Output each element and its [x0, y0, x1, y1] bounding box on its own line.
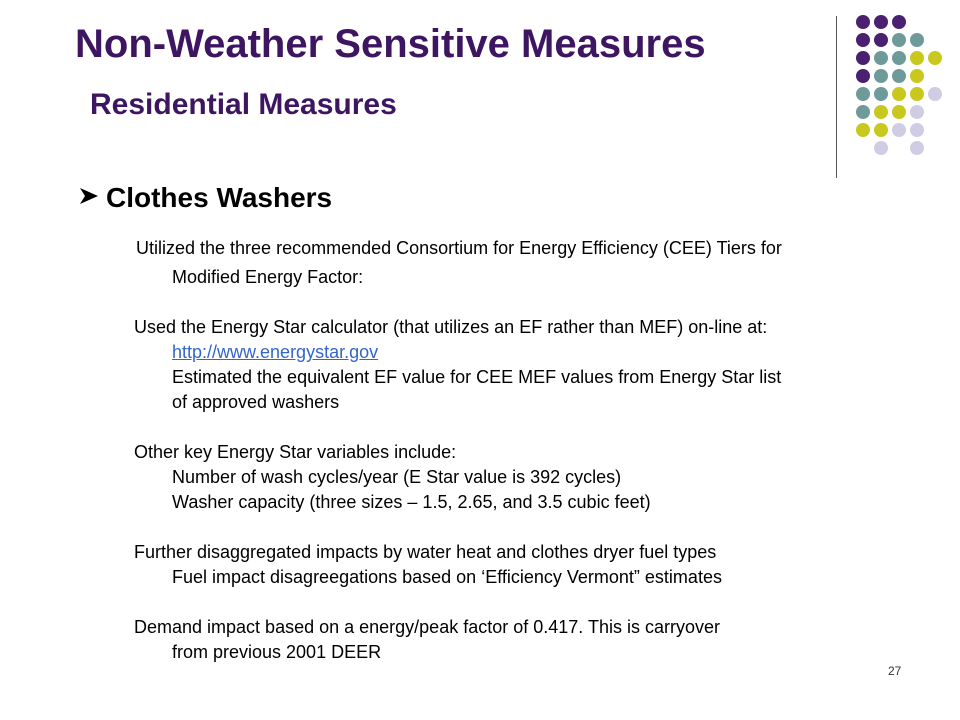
decorative-dot	[928, 87, 942, 101]
body-line: Demand impact based on a energy/peak fac…	[134, 615, 914, 640]
spacer	[134, 590, 914, 615]
decorative-dot	[910, 51, 924, 65]
body-text: Utilized the three recommended Consortiu…	[136, 238, 782, 258]
decorative-dot	[892, 105, 906, 119]
decorative-dot	[856, 87, 870, 101]
body-text: Further disaggregated impacts by water h…	[134, 542, 717, 562]
body-line: Estimated the equivalent EF value for CE…	[134, 365, 914, 390]
decorative-dot	[856, 15, 870, 29]
body-text: from previous 2001 DEER	[172, 642, 382, 662]
section-heading: Clothes Washers	[78, 182, 332, 214]
slide-title: Non-Weather Sensitive Measures	[75, 22, 706, 66]
body-text: Used the Energy Star calculator (that ut…	[134, 317, 768, 337]
body-text: Other key Energy Star variables include:	[134, 442, 457, 462]
body-line: of approved washers	[134, 390, 914, 415]
decorative-dot	[892, 69, 906, 83]
decorative-dot	[856, 33, 870, 47]
body-line: Modified Energy Factor:	[134, 265, 914, 290]
body-line: from previous 2001 DEER	[134, 640, 914, 665]
body-line: Further disaggregated impacts by water h…	[134, 540, 914, 565]
body-line: Other key Energy Star variables include:	[134, 440, 914, 465]
decorative-dot	[910, 87, 924, 101]
decorative-dot	[892, 87, 906, 101]
body-text: of approved washers	[172, 392, 340, 412]
decorative-dot	[856, 123, 870, 137]
arrow-bullet-icon	[78, 182, 100, 214]
decorative-dot	[910, 123, 924, 137]
decorative-dot	[892, 15, 906, 29]
body-line: Utilized the three recommended Consortiu…	[136, 236, 914, 261]
body-line: http://www.energystar.gov	[134, 340, 914, 365]
decorative-dot	[874, 87, 888, 101]
decorative-dot	[928, 51, 942, 65]
body-text: Demand impact based on a energy/peak fac…	[134, 617, 720, 637]
page-number: 27	[888, 664, 902, 678]
spacer	[134, 515, 914, 540]
body-text: Modified Energy Factor:	[172, 267, 364, 287]
decorative-dot	[910, 33, 924, 47]
decorative-dot	[910, 141, 924, 155]
decorative-dot	[874, 141, 888, 155]
spacer	[134, 415, 914, 440]
spacer	[134, 290, 914, 315]
body-text: Washer capacity (three sizes – 1.5, 2.65…	[172, 492, 651, 512]
title-divider	[836, 16, 837, 178]
decorative-dot	[874, 15, 888, 29]
decorative-dot	[892, 123, 906, 137]
body-line: Number of wash cycles/year (E Star value…	[134, 465, 914, 490]
decorative-dot	[874, 69, 888, 83]
decorative-dot	[910, 105, 924, 119]
decorative-dot	[874, 33, 888, 47]
decorative-dot	[892, 33, 906, 47]
body-line: Used the Energy Star calculator (that ut…	[134, 315, 914, 340]
slide-body: Utilized the three recommended Consortiu…	[134, 236, 914, 665]
decorative-dot	[892, 51, 906, 65]
body-text: Number of wash cycles/year (E Star value…	[172, 467, 622, 487]
decorative-dot	[874, 105, 888, 119]
slide-subtitle: Residential Measures	[90, 88, 397, 121]
decorative-dot	[874, 51, 888, 65]
decorative-dot	[856, 69, 870, 83]
energystar-link[interactable]: http://www.energystar.gov	[172, 342, 379, 362]
body-line: Washer capacity (three sizes – 1.5, 2.65…	[134, 490, 914, 515]
section-heading-text: Clothes Washers	[106, 182, 333, 213]
body-text: Fuel impact disagreegations based on ‘Ef…	[172, 567, 722, 587]
decorative-dot	[910, 69, 924, 83]
body-text: Estimated the equivalent EF value for CE…	[172, 367, 782, 387]
decorative-dot	[856, 51, 870, 65]
body-line: Fuel impact disagreegations based on ‘Ef…	[134, 565, 914, 590]
decorative-dot	[874, 123, 888, 137]
decorative-dot	[856, 105, 870, 119]
